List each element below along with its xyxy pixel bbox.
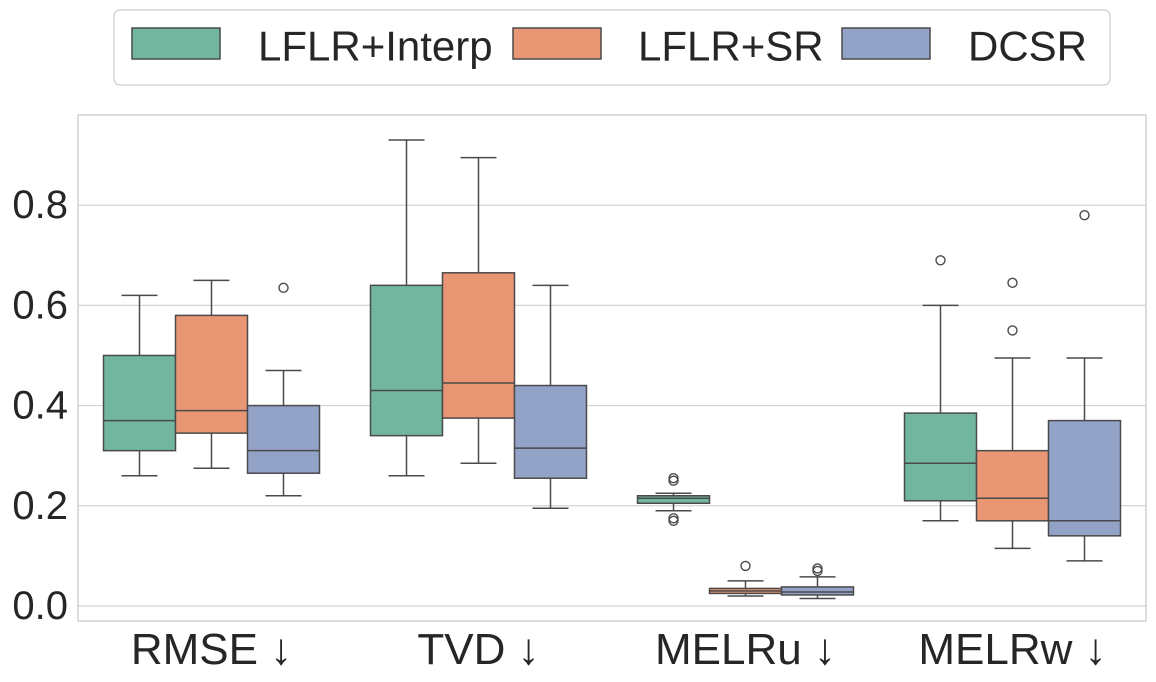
iqr-box bbox=[246, 404, 321, 474]
outlier-point bbox=[1079, 209, 1090, 221]
box-dcsr-1 bbox=[513, 284, 588, 510]
iqr-box bbox=[174, 314, 249, 434]
box-lflr-interp-2 bbox=[636, 473, 711, 527]
legend-label: DCSR bbox=[968, 23, 1087, 70]
iqr-box bbox=[975, 449, 1050, 522]
legend-swatch bbox=[841, 27, 931, 60]
outlier-point bbox=[740, 560, 751, 572]
box-dcsr-3 bbox=[1047, 209, 1122, 562]
outlier-point bbox=[278, 282, 289, 294]
legend-label: LFLR+SR bbox=[638, 23, 824, 70]
x-category-label: RMSE ↓ bbox=[131, 625, 292, 674]
iqr-box bbox=[513, 384, 588, 479]
outlier-point bbox=[935, 255, 946, 266]
plot-area-frame bbox=[77, 114, 1147, 622]
y-tick-label: 0.8 bbox=[12, 183, 68, 227]
iqr-box bbox=[636, 495, 711, 505]
legend-swatch bbox=[131, 27, 221, 60]
y-tick-label: 0.4 bbox=[12, 384, 68, 428]
iqr-box bbox=[102, 354, 177, 452]
iqr-box bbox=[1047, 419, 1122, 537]
outlier-point bbox=[668, 513, 679, 524]
iqr-box bbox=[441, 272, 516, 419]
iqr-box bbox=[903, 412, 978, 502]
box-lflr-interp-0 bbox=[102, 294, 177, 477]
outlier-point bbox=[668, 473, 679, 484]
x-axis-category-labels: RMSE ↓ TVD ↓ MELRu ↓ MELRw ↓ bbox=[131, 625, 1107, 674]
box-lflr-interp-3 bbox=[903, 255, 978, 522]
x-category-label: MELRu ↓ bbox=[655, 625, 836, 674]
box-lflr-sr-1 bbox=[441, 156, 516, 464]
x-category-label: TVD ↓ bbox=[417, 625, 539, 674]
outlier-point bbox=[1007, 325, 1018, 336]
legend-swatch bbox=[512, 27, 602, 60]
box-lflr-sr-0 bbox=[174, 279, 249, 469]
y-tick-label: 0.0 bbox=[12, 584, 68, 628]
box-lflr-sr-2 bbox=[708, 560, 783, 597]
box-dcsr-2 bbox=[780, 563, 855, 600]
iqr-box bbox=[780, 586, 855, 596]
outlier-point bbox=[1007, 277, 1018, 289]
legend: LFLR+Interp LFLR+SR DCSR bbox=[113, 9, 1111, 86]
iqr-box bbox=[369, 284, 444, 437]
y-tick-label: 0.2 bbox=[12, 484, 68, 528]
box-lflr-interp-1 bbox=[369, 139, 444, 477]
legend-label: LFLR+Interp bbox=[258, 23, 493, 70]
y-tick-label: 0.6 bbox=[12, 283, 68, 327]
y-axis-tick-labels: 0.0 0.2 0.4 0.6 0.8 bbox=[12, 183, 68, 628]
outlier-point bbox=[812, 563, 823, 574]
box-lflr-sr-3 bbox=[975, 277, 1050, 550]
boxes bbox=[102, 139, 1122, 600]
x-category-label: MELRw ↓ bbox=[918, 625, 1106, 674]
box-dcsr-0 bbox=[246, 282, 321, 497]
